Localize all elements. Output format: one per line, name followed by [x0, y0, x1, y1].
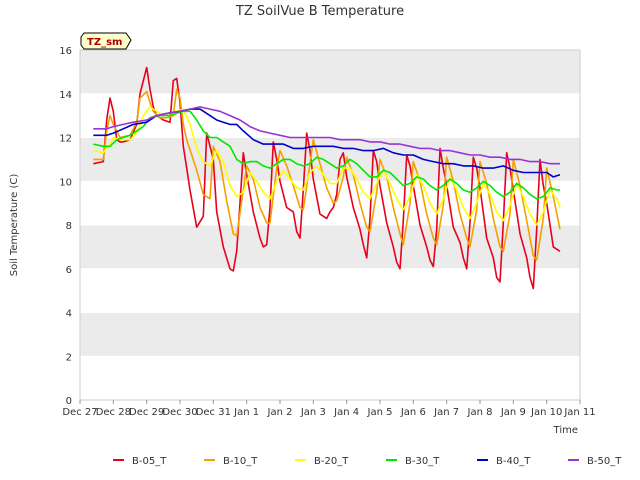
x-tick-label: Jan 4 [333, 407, 359, 418]
legend-label: B-20_T [314, 456, 349, 467]
x-tick-label: Jan 7 [433, 407, 459, 418]
y-axis-label: Soil Temperature (C) [9, 174, 20, 277]
series-line-b-50-t [93, 106, 560, 165]
legend-label: B-30_T [405, 456, 440, 467]
y-tick-label: 0 [66, 396, 72, 407]
x-tick-label: Jan 8 [467, 407, 493, 418]
legend-label: B-10_T [223, 456, 258, 467]
grid-band [80, 50, 580, 94]
badge-box [80, 32, 132, 50]
legend: B-05_T B-10_T B-20_T B-30_T B-40_T B-50_T [113, 456, 622, 467]
legend-label: B-05_T [132, 456, 167, 467]
background-bands [80, 49, 580, 401]
x-tick-label: Jan 1 [233, 407, 259, 418]
x-axis-label: Time [553, 425, 578, 436]
y-tick-label: 6 [66, 265, 72, 276]
y-tick-label: 2 [66, 352, 72, 363]
legend-label: B-50_T [587, 456, 622, 467]
grid-band [80, 137, 580, 182]
x-tick-label: Jan 9 [500, 407, 526, 418]
y-axis-ticks: 0 2 4 6 8 10 12 14 16 [59, 46, 72, 407]
legend-label: B-40_T [496, 456, 531, 467]
y-tick-label: 10 [59, 177, 72, 188]
chart-title: TZ SoilVue B Temperature [235, 4, 404, 19]
series-line-b-30-t [93, 110, 560, 200]
station-badge: TZ_sm [80, 32, 132, 50]
y-tick-label: 8 [66, 221, 72, 232]
series-line-b-10-t [93, 88, 561, 261]
series-lines [93, 66, 561, 290]
x-tick-label: Dec 27 [62, 407, 97, 418]
x-tick-label: Dec 30 [162, 407, 197, 418]
x-tick-label: Dec 29 [129, 407, 164, 418]
x-tick-label: Jan 3 [300, 407, 326, 418]
x-tick-label: Dec 28 [96, 407, 131, 418]
y-tick-label: 14 [59, 90, 72, 101]
x-tick-label: Jan 5 [367, 407, 393, 418]
x-tick-label: Jan 10 [530, 407, 562, 418]
x-tick-label: Jan 11 [563, 407, 595, 418]
y-tick-label: 12 [59, 134, 72, 145]
x-tick-label: Jan 6 [400, 407, 426, 418]
y-tick-label: 16 [59, 46, 72, 57]
badge-label: TZ_sm [87, 37, 122, 48]
x-tick-label: Dec 31 [196, 407, 231, 418]
grid-band [80, 225, 580, 269]
x-tick-label: Jan 2 [267, 407, 293, 418]
y-tick-label: 4 [66, 309, 72, 320]
grid-band [80, 312, 580, 357]
plot-area [79, 49, 581, 401]
